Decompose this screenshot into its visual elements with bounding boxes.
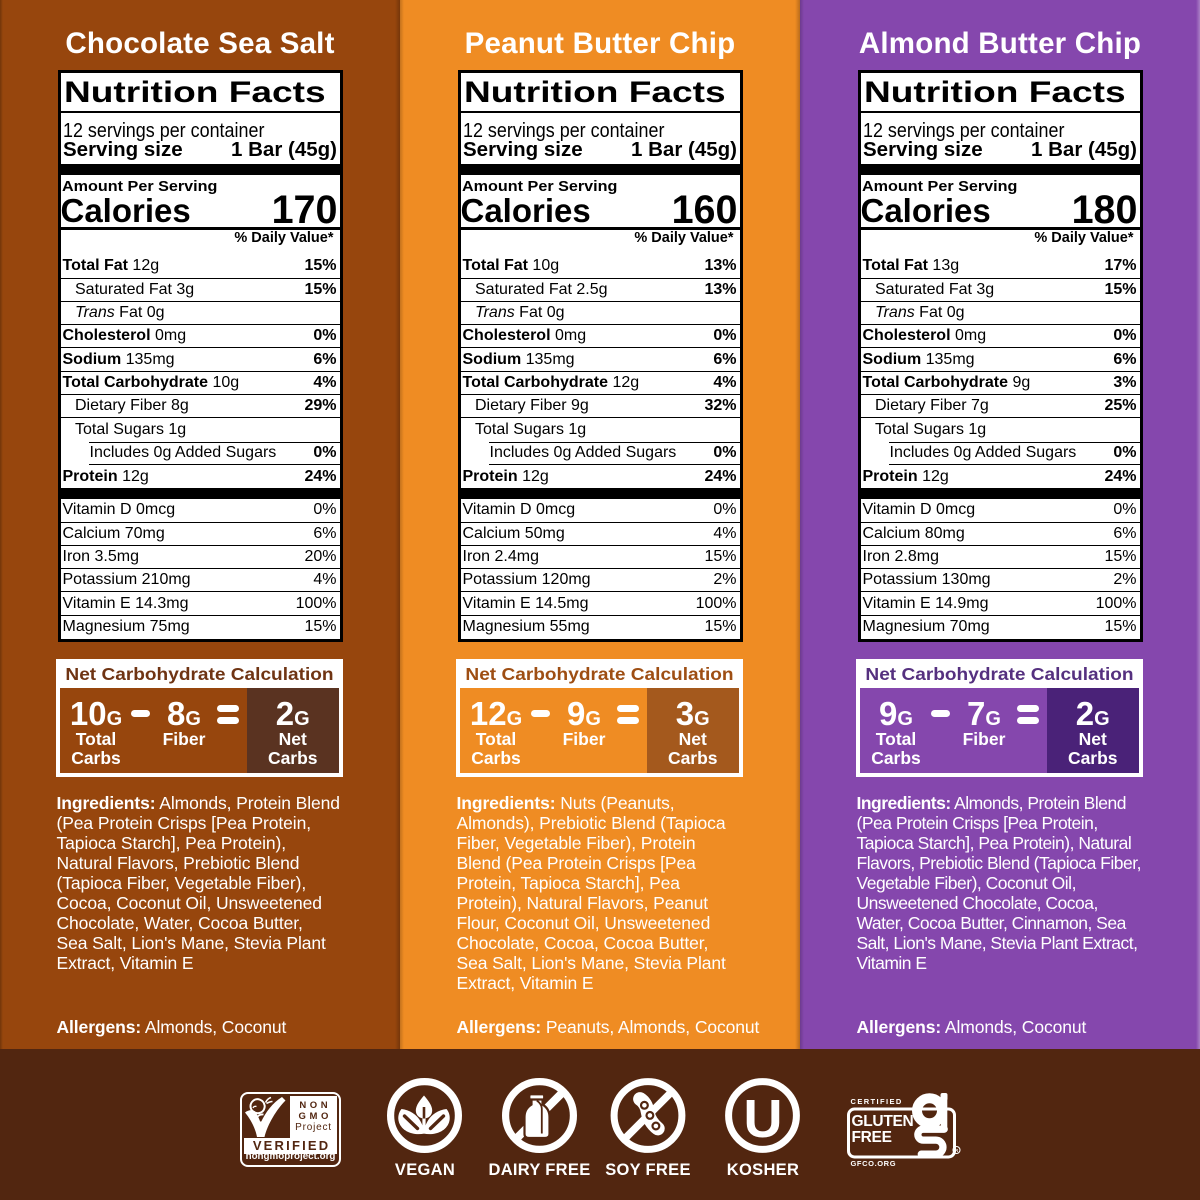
svg-text:GLUTEN: GLUTEN bbox=[852, 1113, 914, 1130]
svg-text:FREE: FREE bbox=[852, 1129, 892, 1146]
svg-text:R: R bbox=[955, 1148, 959, 1153]
svg-text:GFCO.ORG: GFCO.ORG bbox=[851, 1159, 897, 1168]
svg-text:CERTIFIED: CERTIFIED bbox=[851, 1097, 903, 1106]
svg-text:U: U bbox=[744, 1089, 783, 1149]
